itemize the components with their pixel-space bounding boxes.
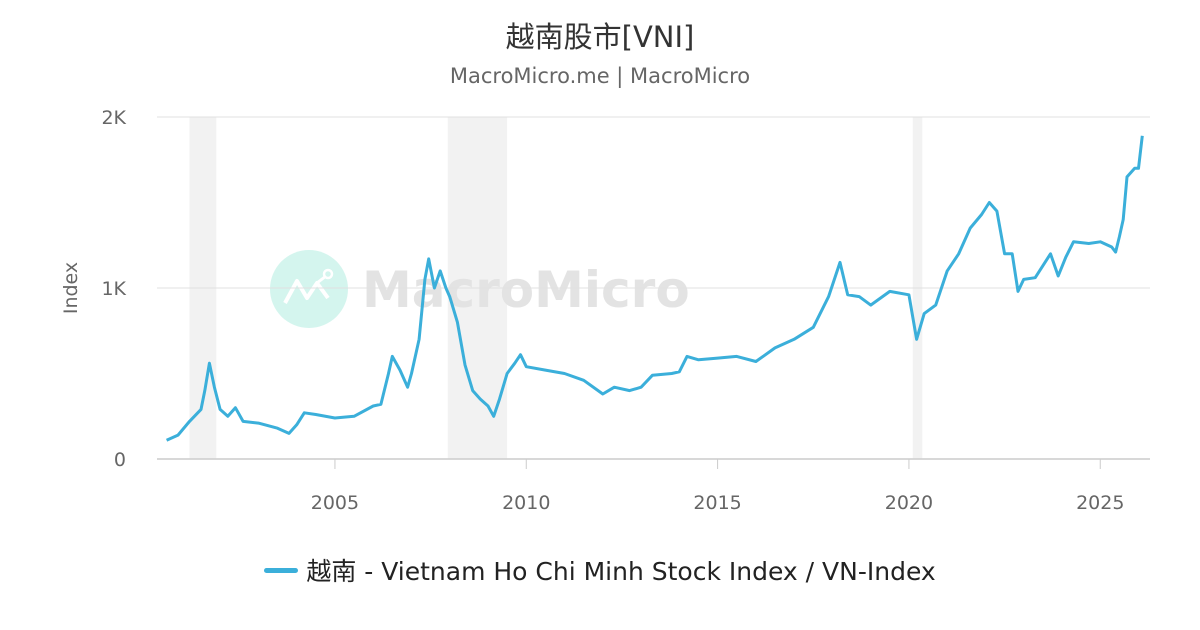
chart-title: 越南股市[VNI] xyxy=(505,20,695,54)
x-tick-label: 2015 xyxy=(693,492,741,514)
legend-swatch xyxy=(264,567,299,573)
x-tick-label: 2005 xyxy=(311,492,359,514)
x-tick-label: 2010 xyxy=(502,492,550,514)
y-tick-label: 2K xyxy=(101,107,126,129)
x-tick-label: 2020 xyxy=(885,492,933,514)
y-tick-label: 0 xyxy=(114,449,126,471)
watermark-logo: MacroMicro xyxy=(270,250,690,328)
y-axis-label: Index xyxy=(60,262,82,314)
x-tick-label: 2025 xyxy=(1076,492,1124,514)
legend[interactable]: 越南 - Vietnam Ho Chi Minh Stock Index / V… xyxy=(0,552,1200,588)
chart-subtitle: MacroMicro.me | MacroMicro xyxy=(449,64,751,88)
y-tick-label: 1K xyxy=(101,278,126,300)
legend-label: 越南 - Vietnam Ho Chi Minh Stock Index / V… xyxy=(306,557,936,586)
watermark-text: MacroMicro xyxy=(362,261,690,319)
series-line xyxy=(165,135,1144,442)
